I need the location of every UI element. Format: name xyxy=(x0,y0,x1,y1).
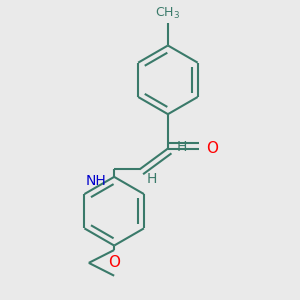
Text: NH: NH xyxy=(86,174,107,188)
Text: H: H xyxy=(176,140,187,154)
Text: CH$_3$: CH$_3$ xyxy=(155,6,181,21)
Text: H: H xyxy=(147,172,158,186)
Text: O: O xyxy=(108,254,120,269)
Text: O: O xyxy=(206,141,218,156)
